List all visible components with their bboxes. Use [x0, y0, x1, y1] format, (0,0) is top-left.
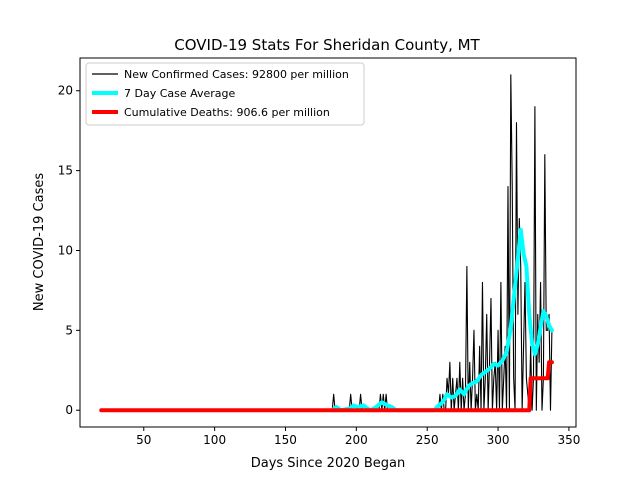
y-tick-label: 20 [58, 84, 73, 98]
x-tick-label: 350 [557, 433, 580, 447]
legend-label-cumulative-deaths: Cumulative Deaths: 906.6 per million [124, 106, 330, 119]
y-tick-label: 0 [65, 403, 73, 417]
x-tick-label: 250 [416, 433, 439, 447]
series-layer [99, 74, 554, 413]
x-tick-label: 150 [274, 433, 297, 447]
x-axis: 50 100 150 200 250 300 350 [136, 427, 580, 447]
x-tick-label: 300 [487, 433, 510, 447]
plot-frame [79, 57, 577, 428]
y-tick-label: 5 [65, 323, 73, 337]
x-tick-label: 200 [345, 433, 368, 447]
y-axis: 0 5 10 15 20 [58, 84, 80, 417]
x-axis-label: Days Since 2020 Began [251, 456, 406, 471]
legend-label-new-cases: New Confirmed Cases: 92800 per million [124, 68, 349, 81]
x-tick-label: 100 [203, 433, 226, 447]
chart-title: COVID-19 Stats For Sheridan County, MT [174, 36, 480, 54]
y-axis-label: New COVID-19 Cases [32, 173, 47, 311]
x-tick-label: 50 [136, 433, 151, 447]
y-tick-label: 15 [58, 164, 73, 178]
legend-label-7-day-average: 7 Day Case Average [124, 87, 236, 100]
legend: New Confirmed Cases: 92800 per million 7… [85, 62, 365, 126]
legend-box [85, 62, 365, 126]
series-cumulative-deaths [99, 360, 554, 413]
y-tick-label: 10 [58, 243, 73, 257]
